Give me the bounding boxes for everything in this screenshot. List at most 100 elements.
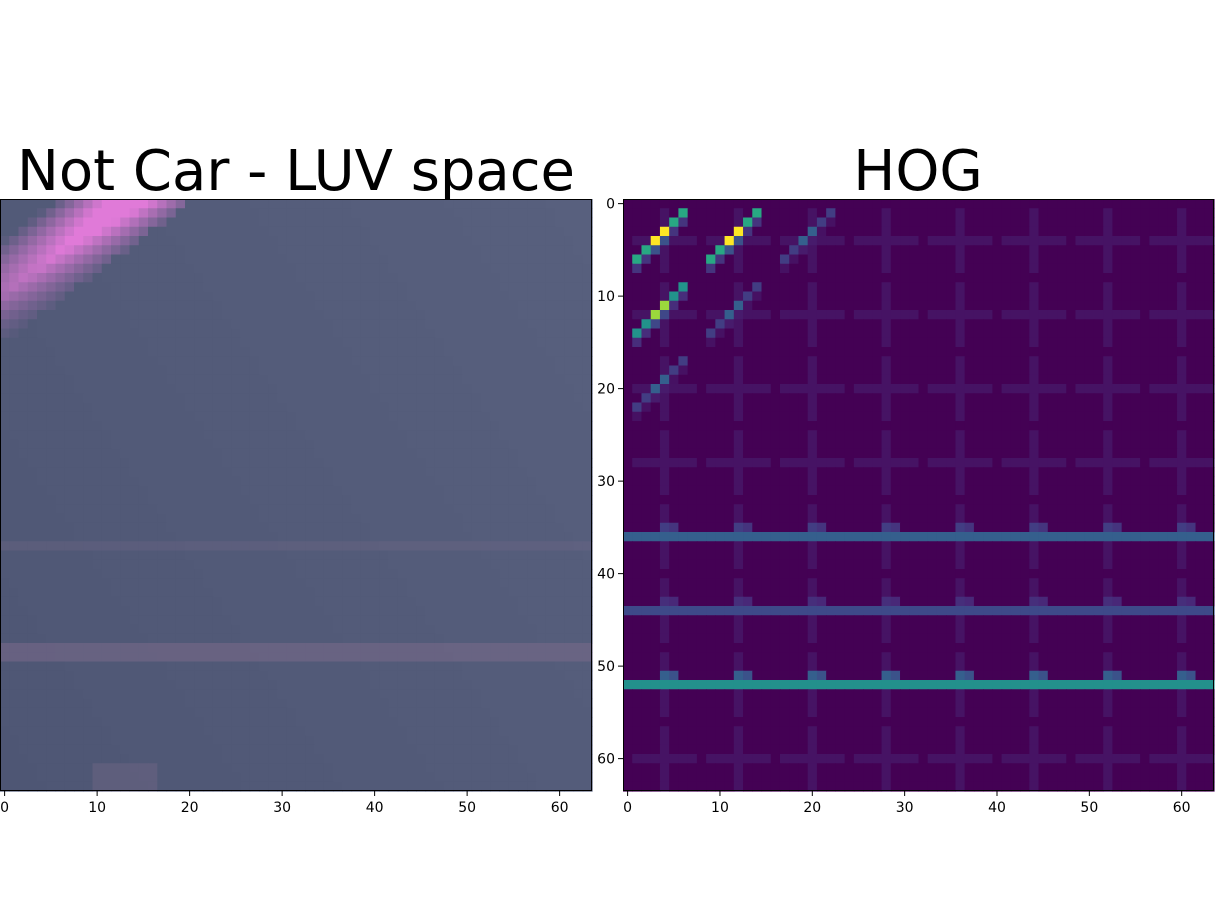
luv-pixel [545,328,556,339]
luv-pixel [0,717,10,727]
luv-pixel [166,624,177,635]
luv-pixel [462,781,473,792]
luv-pixel [397,670,408,681]
luv-pixel [471,365,482,376]
luv-pixel [453,485,464,496]
luv-pixel [27,217,38,228]
luv-pixel [92,356,103,367]
luv-pixel [268,717,279,727]
luv-pixel [231,495,242,505]
luv-pixel [314,485,325,496]
luv-pixel [462,328,473,339]
luv-pixel [222,615,232,626]
luv-pixel [462,513,473,524]
luv-pixel [138,226,149,237]
luv-pixel [573,263,584,274]
luv-pixel [333,596,343,607]
hog-pixel [992,208,1003,219]
luv-pixel [203,319,214,330]
luv-pixel [490,337,501,348]
luv-pixel [351,643,362,653]
luv-pixel [185,735,195,746]
luv-pixel [268,541,279,552]
luv-pixel [212,772,223,783]
luv-pixel [74,282,84,293]
hog-pixel [955,208,966,219]
luv-pixel [490,402,501,413]
hog-pixel [706,208,716,219]
luv-pixel [527,698,538,709]
luv-pixel [138,365,149,376]
luv-pixel [27,633,38,644]
luv-pixel [157,587,168,598]
luv-pixel [388,522,399,533]
luv-pixel [351,263,362,274]
luv-pixel [18,522,29,533]
luv-pixel [185,717,195,727]
luv-pixel [212,781,223,792]
luv-pixel [74,199,84,209]
luv-pixel [582,569,593,579]
luv-pixel [240,513,251,524]
luv-pixel [83,467,94,478]
luv-pixel [74,744,84,755]
luv-pixel [277,615,288,626]
luv-pixel [545,226,556,237]
hog-pixel [1084,319,1095,330]
luv-pixel [166,781,177,792]
luv-pixel [518,754,528,764]
luv-pixel [157,300,168,311]
luv-pixel [166,652,177,663]
luv-pixel [27,300,38,311]
luv-pixel [138,541,149,552]
hog-pixel [1001,273,1012,283]
luv-pixel [481,384,491,394]
luv-pixel [194,365,205,376]
luv-pixel [0,578,10,589]
hog-pixel [1020,291,1030,302]
luv-pixel [120,356,131,367]
luv-pixel [508,245,519,256]
luv-pixel [499,596,510,607]
luv-pixel [379,236,390,246]
luv-pixel [0,263,10,274]
luv-pixel [527,781,538,792]
luv-pixel [462,633,473,644]
hog-pixel [1066,254,1077,265]
luv-pixel [212,513,223,524]
luv-pixel [305,763,316,774]
luv-pixel [527,513,538,524]
luv-pixel [314,384,325,394]
luv-pixel [111,393,121,404]
hog-pixel [1084,217,1095,228]
luv-pixel [249,578,260,589]
luv-pixel [64,670,75,681]
luv-pixel [416,735,427,746]
luv-pixel [240,365,251,376]
luv-pixel [101,689,112,700]
luv-pixel [120,717,131,727]
luv-pixel [55,689,66,700]
luv-pixel [527,670,538,681]
luv-pixel [277,643,288,653]
luv-pixel [379,744,390,755]
hog-pixel [1177,263,1187,274]
luv-pixel [0,698,10,709]
luv-pixel [416,541,427,552]
luv-pixel [166,717,177,727]
luv-pixel [92,633,103,644]
luv-pixel [92,559,103,570]
luv-pixel [83,245,94,256]
luv-pixel [434,236,445,246]
luv-pixel [444,365,454,376]
luv-pixel [508,596,519,607]
luv-pixel [333,754,343,764]
luv-pixel [37,485,47,496]
luv-pixel [27,199,38,209]
hog-pixel [1158,217,1169,228]
luv-pixel [333,689,343,700]
hog-pixel [807,310,818,320]
luv-pixel [231,717,242,727]
luv-pixel [9,606,20,616]
luv-pixel [379,356,390,367]
